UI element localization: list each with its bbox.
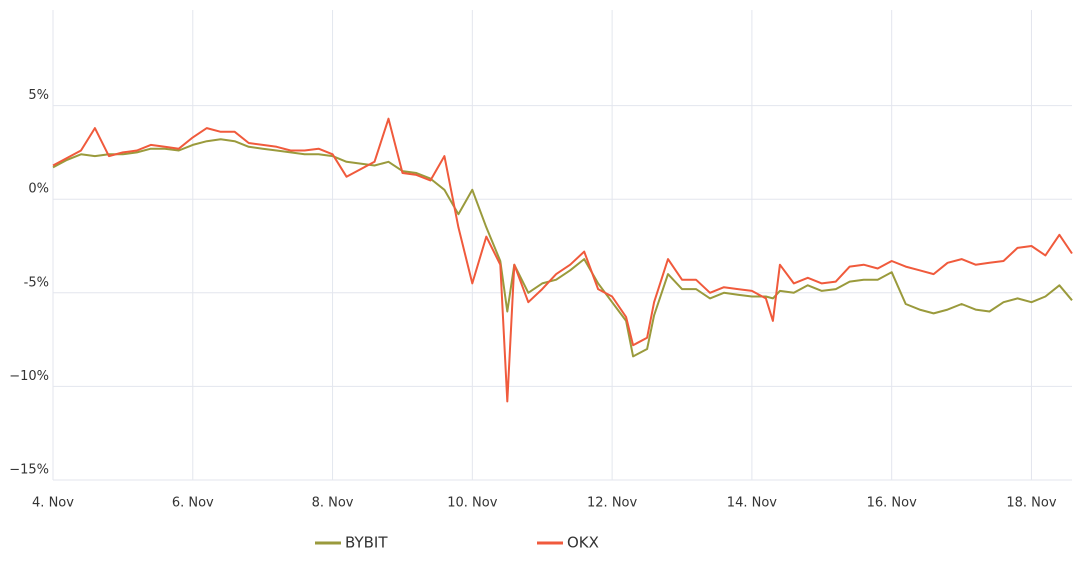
- x-tick-label: 4. Nov: [32, 496, 74, 511]
- y-tick-label: 0%: [28, 182, 49, 197]
- x-tick-label: 12. Nov: [587, 496, 637, 511]
- x-tick-label: 10. Nov: [447, 496, 497, 511]
- x-tick-label: 8. Nov: [312, 496, 354, 511]
- x-tick-label: 16. Nov: [867, 496, 917, 511]
- series-line: [52, 138, 1073, 358]
- legend-label: BYBIT: [345, 534, 388, 552]
- legend-item: OKX: [537, 534, 599, 552]
- x-tick-label: 14. Nov: [727, 496, 777, 511]
- y-tick-label: −10%: [9, 369, 49, 384]
- x-tick-label: 18. Nov: [1006, 496, 1056, 511]
- y-tick-label: 5%: [28, 88, 49, 103]
- legend-label: OKX: [567, 534, 599, 552]
- y-tick-label: -5%: [24, 275, 49, 290]
- legend-item: BYBIT: [315, 534, 388, 552]
- x-tick-label: 6. Nov: [172, 496, 214, 511]
- y-tick-label: −15%: [9, 463, 49, 478]
- series-line: [52, 117, 1073, 403]
